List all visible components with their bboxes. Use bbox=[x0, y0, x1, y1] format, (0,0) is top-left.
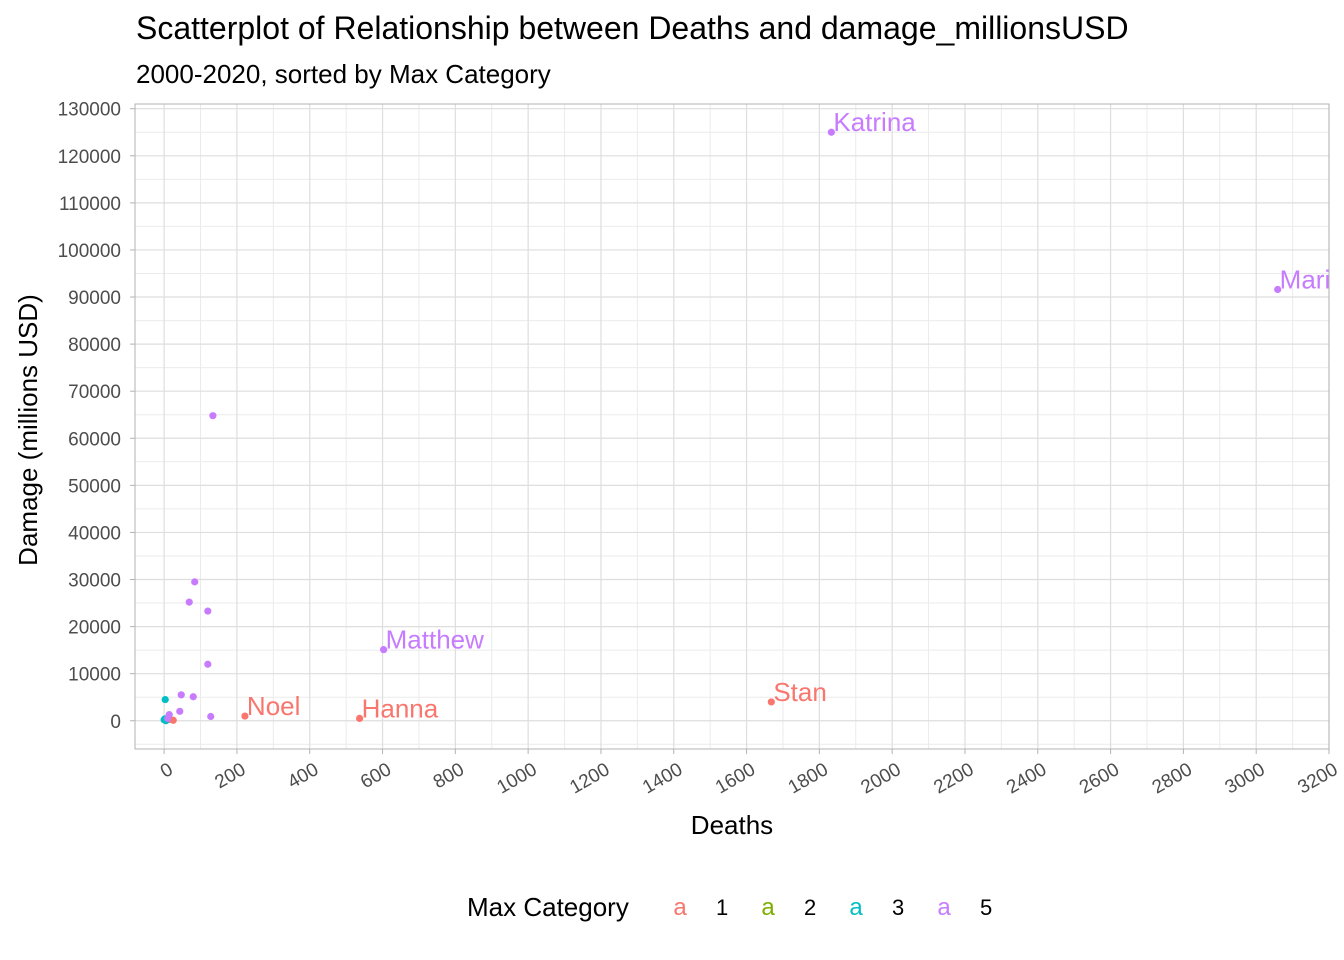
x-tick-label: 1600 bbox=[712, 759, 759, 798]
legend-key: a bbox=[673, 894, 687, 921]
data-point-category-5 bbox=[207, 712, 215, 721]
data-point-category-5 bbox=[164, 714, 172, 722]
y-tick-label: 60000 bbox=[68, 429, 121, 450]
legend: Max Category a 1 a 2 a 3 a 5 bbox=[0, 890, 1344, 930]
x-tick-label: 400 bbox=[284, 759, 322, 793]
data-point-category-5 bbox=[191, 578, 199, 586]
data-point-category-5 bbox=[176, 707, 184, 715]
x-tick-label: 2800 bbox=[1149, 759, 1196, 798]
y-tick-label: 50000 bbox=[68, 476, 121, 497]
x-axis: 0 200 400 600 800 1000 1200 1400 1600 1800 2000 220… bbox=[157, 749, 1342, 798]
y-axis: 0 10000 20000 30000 40000 50000 60000 70000 8000… bbox=[58, 100, 135, 733]
x-tick-label: 1200 bbox=[566, 759, 613, 798]
x-tick-label: 600 bbox=[357, 759, 395, 793]
data-point-category-1 bbox=[241, 712, 249, 720]
plot-grid bbox=[135, 104, 1330, 749]
data-point-category-5 bbox=[185, 598, 193, 606]
x-tick-label: 3000 bbox=[1222, 759, 1269, 798]
point-label: Matthew bbox=[386, 625, 484, 655]
legend-key: a bbox=[849, 894, 863, 921]
x-axis-label: Deaths bbox=[691, 810, 773, 840]
x-tick-label: 1400 bbox=[639, 759, 686, 798]
legend-label: 3 bbox=[892, 895, 905, 920]
y-tick-label: 70000 bbox=[68, 382, 121, 403]
y-tick-label: 40000 bbox=[68, 523, 121, 544]
x-tick-label: 3200 bbox=[1294, 759, 1341, 798]
y-tick-label: 80000 bbox=[68, 335, 121, 356]
data-point-category-5 bbox=[209, 412, 217, 420]
x-tick-label: 800 bbox=[430, 759, 468, 793]
legend-label: 1 bbox=[716, 895, 729, 920]
chart-subtitle: 2000-2020, sorted by Max Category bbox=[136, 59, 551, 89]
x-tick-label: 200 bbox=[211, 759, 249, 793]
data-point-category-1 bbox=[169, 716, 177, 724]
legend-title: Max Category bbox=[467, 892, 629, 922]
data-point-category-5 bbox=[189, 693, 197, 701]
y-tick-label: 110000 bbox=[59, 194, 121, 215]
data-point-category-5 bbox=[177, 691, 185, 699]
x-tick-label: 1800 bbox=[785, 759, 832, 798]
chart-title: Scatterplot of Relationship between Deat… bbox=[136, 10, 1129, 46]
point-label: Noel bbox=[247, 691, 300, 721]
point-label: Katrina bbox=[833, 107, 916, 137]
data-point-category-1 bbox=[767, 698, 775, 706]
x-tick-label: 1000 bbox=[494, 759, 541, 798]
data-point-category-3 bbox=[161, 695, 169, 704]
data-point-category-5 bbox=[380, 646, 388, 654]
y-tick-label: 90000 bbox=[68, 288, 121, 309]
y-tick-label: 10000 bbox=[68, 665, 121, 686]
x-tick-label: 0 bbox=[157, 759, 177, 782]
x-tick-label: 2400 bbox=[1003, 759, 1050, 798]
data-points: Noel Hanna Stan Katrina Mari Matthew bbox=[160, 107, 1331, 725]
x-tick-label: 2000 bbox=[858, 759, 905, 798]
legend-key: a bbox=[937, 894, 951, 921]
legend-label: 2 bbox=[804, 895, 817, 920]
y-tick-label: 100000 bbox=[58, 241, 121, 262]
legend-key: a bbox=[761, 894, 775, 921]
y-tick-label: 30000 bbox=[68, 571, 121, 592]
point-label: Mari bbox=[1280, 264, 1331, 294]
data-point-category-5 bbox=[827, 128, 835, 136]
y-tick-label: 120000 bbox=[58, 147, 121, 168]
y-tick-label: 0 bbox=[110, 712, 121, 733]
y-tick-label: 130000 bbox=[58, 100, 121, 121]
data-point-category-5 bbox=[204, 607, 212, 615]
data-point-category-5 bbox=[1274, 285, 1282, 294]
point-label: Stan bbox=[773, 677, 827, 707]
y-tick-label: 20000 bbox=[68, 618, 121, 639]
point-label: Hanna bbox=[362, 693, 439, 723]
legend-label: 5 bbox=[980, 895, 993, 920]
x-tick-label: 2200 bbox=[930, 759, 977, 798]
data-point-category-5 bbox=[204, 660, 212, 668]
plot-panel-border bbox=[134, 103, 1330, 750]
data-point-category-1 bbox=[356, 714, 364, 722]
y-axis-label: Damage (millions USD) bbox=[13, 294, 43, 566]
x-tick-label: 2600 bbox=[1076, 759, 1123, 798]
